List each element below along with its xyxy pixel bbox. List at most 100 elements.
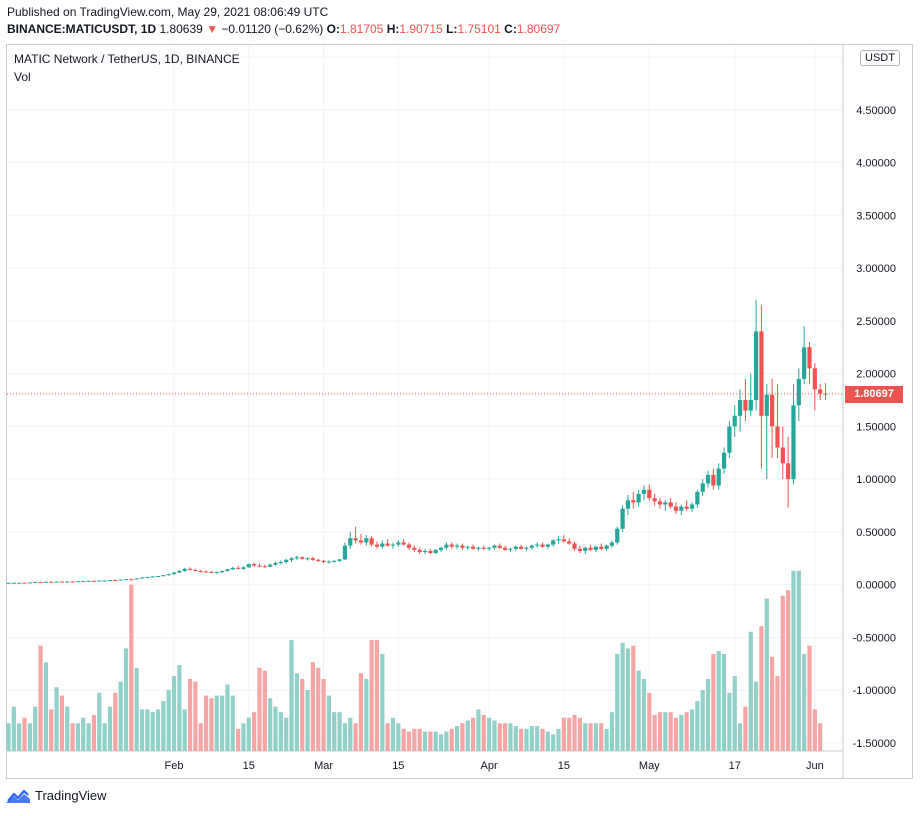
volume-bar: [86, 723, 91, 751]
candle-body: [583, 547, 588, 551]
volume-bar: [476, 709, 481, 751]
volume-bar: [679, 714, 684, 751]
volume-bar: [364, 678, 369, 751]
volume-bar: [193, 681, 198, 751]
open-label: O:: [326, 22, 340, 36]
candle-body: [91, 580, 97, 582]
volume-bar: [519, 728, 524, 751]
candle-body: [337, 559, 342, 561]
volume-bar: [716, 651, 721, 751]
candle-body: [182, 568, 187, 571]
low-label: L:: [446, 22, 458, 36]
volume-bar: [284, 717, 289, 751]
candle-body: [647, 489, 652, 499]
candle-body: [476, 547, 481, 549]
volume-bar: [705, 678, 711, 751]
volume-bar: [545, 731, 550, 751]
volume-bar: [812, 709, 817, 751]
volume-bar: [81, 717, 86, 751]
volume-bar: [321, 678, 326, 751]
candle-body: [711, 474, 716, 486]
volume-bar: [818, 723, 823, 751]
candle-body: [316, 559, 321, 561]
candle-body: [17, 582, 22, 584]
high-label: H:: [386, 22, 400, 36]
candle-body: [668, 502, 673, 507]
chart-frame[interactable]: [6, 44, 913, 779]
volume-bar: [326, 695, 331, 751]
candle-body: [807, 347, 812, 369]
candle-body: [107, 580, 113, 582]
volume-bar: [663, 712, 668, 751]
volume-bar: [470, 717, 476, 751]
y-tick-label: 0.00000: [856, 580, 896, 592]
volume-bar: [775, 676, 780, 751]
candle-body: [6, 582, 11, 584]
candle-body: [236, 567, 241, 569]
volume-bar: [465, 720, 470, 751]
volume-bar: [673, 717, 679, 751]
candle-body: [326, 561, 331, 563]
candle-body: [545, 544, 550, 547]
volume-bar: [166, 690, 171, 751]
footer[interactable]: TradingView: [6, 788, 107, 803]
candle-body: [577, 548, 582, 551]
volume-bar: [684, 712, 689, 751]
candle-body: [278, 562, 283, 564]
candle-body: [22, 582, 27, 584]
candle-body: [631, 500, 636, 503]
last-price-text: 1.80639: [159, 22, 203, 36]
candle-body: [716, 468, 721, 486]
legend-vol: Vol: [14, 70, 31, 84]
candle-body: [743, 400, 748, 411]
candle-body: [470, 546, 476, 549]
volume-bar: [721, 653, 727, 751]
candle-body: [401, 542, 406, 545]
candle-body: [663, 502, 668, 505]
y-tick-label: 1.00000: [856, 474, 896, 486]
volume-bar: [508, 723, 513, 751]
candle-body: [572, 543, 577, 549]
volume-bar: [246, 717, 251, 751]
candle-body: [412, 547, 417, 550]
volume-bar: [780, 595, 785, 751]
candle-body: [166, 574, 171, 576]
candle-body: [428, 550, 433, 554]
currency-button[interactable]: USDT: [860, 50, 900, 66]
candle-body: [262, 566, 267, 568]
x-tick-label: 15: [558, 760, 570, 772]
volume-bar: [33, 706, 38, 751]
candle-body: [332, 560, 337, 562]
candle-body: [561, 539, 566, 542]
y-tick-label: 2.00000: [856, 369, 896, 381]
volume-bar: [230, 695, 235, 751]
candle-body: [422, 550, 428, 552]
volume-bar: [390, 717, 396, 751]
volume-bar: [481, 714, 486, 751]
candle-body: [155, 576, 161, 578]
volume-bar: [593, 723, 598, 751]
volume-bar: [54, 687, 59, 751]
volume-bar: [732, 676, 737, 751]
volume-bar: [134, 667, 139, 751]
x-tick-label: May: [639, 760, 660, 772]
candle-body: [225, 569, 230, 571]
candle-body: [342, 545, 348, 560]
x-tick-label: Feb: [165, 760, 184, 772]
candle-body: [727, 426, 732, 453]
candle-body: [465, 546, 470, 548]
x-tick-label: 15: [243, 760, 255, 772]
volume-bar: [599, 723, 604, 751]
volume-bar: [49, 709, 54, 751]
volume-bar: [182, 709, 187, 751]
candle-body: [214, 572, 219, 574]
candle-body: [492, 545, 497, 548]
volume-bar: [513, 726, 518, 751]
volume-bar: [171, 676, 177, 751]
volume-bar: [807, 645, 812, 751]
volume-bar: [97, 692, 102, 751]
candle-body: [540, 544, 545, 547]
candle-body: [684, 506, 689, 509]
candle-body: [65, 581, 70, 583]
